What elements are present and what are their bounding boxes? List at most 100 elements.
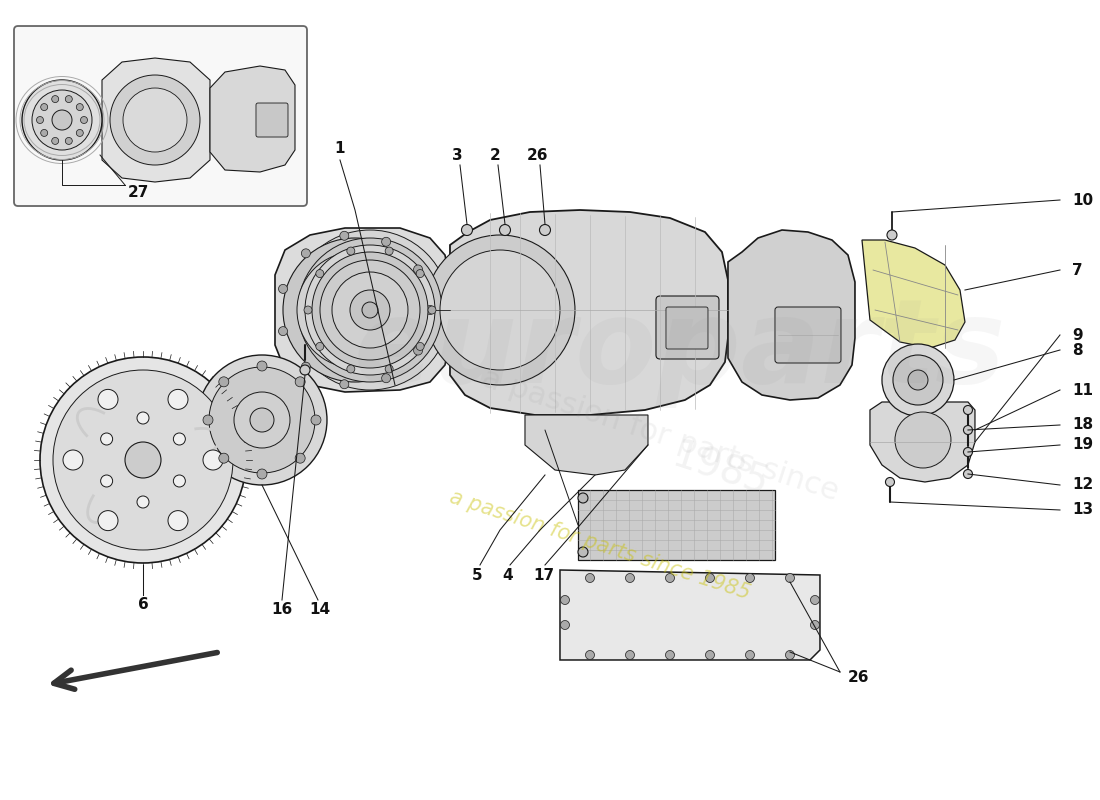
Circle shape	[41, 130, 47, 137]
Circle shape	[290, 230, 450, 390]
Circle shape	[746, 650, 755, 659]
Circle shape	[305, 245, 434, 375]
Text: 16: 16	[272, 602, 293, 618]
Circle shape	[964, 447, 972, 457]
Circle shape	[964, 426, 972, 434]
Text: 27: 27	[128, 185, 148, 199]
Polygon shape	[728, 230, 855, 400]
Circle shape	[123, 88, 187, 152]
Text: 7: 7	[1072, 262, 1082, 278]
Circle shape	[385, 247, 393, 255]
FancyBboxPatch shape	[256, 103, 288, 137]
Circle shape	[785, 574, 794, 582]
Text: 3: 3	[452, 147, 462, 162]
Circle shape	[52, 95, 58, 102]
Circle shape	[362, 302, 378, 318]
Circle shape	[100, 475, 112, 487]
Circle shape	[204, 415, 213, 425]
Text: a passion for parts since: a passion for parts since	[477, 363, 843, 506]
Circle shape	[283, 238, 427, 382]
Circle shape	[312, 252, 428, 368]
Circle shape	[539, 225, 550, 235]
Circle shape	[895, 412, 952, 468]
Polygon shape	[862, 240, 965, 348]
Circle shape	[110, 75, 200, 165]
FancyBboxPatch shape	[656, 296, 719, 359]
Circle shape	[316, 342, 323, 350]
Circle shape	[666, 574, 674, 582]
Circle shape	[174, 433, 186, 445]
FancyBboxPatch shape	[14, 26, 307, 206]
Circle shape	[425, 235, 575, 385]
Circle shape	[138, 412, 148, 424]
Circle shape	[32, 90, 92, 150]
Circle shape	[278, 326, 287, 336]
Circle shape	[626, 574, 635, 582]
Circle shape	[426, 306, 434, 314]
Circle shape	[626, 650, 635, 659]
Polygon shape	[890, 405, 946, 440]
Polygon shape	[275, 228, 450, 392]
Circle shape	[219, 453, 229, 463]
Circle shape	[278, 284, 287, 294]
Polygon shape	[578, 490, 776, 560]
Circle shape	[197, 355, 327, 485]
Text: 6: 6	[138, 598, 148, 613]
Text: europarts: europarts	[354, 293, 1006, 407]
Circle shape	[295, 377, 305, 387]
Circle shape	[257, 361, 267, 371]
Polygon shape	[525, 415, 648, 475]
Circle shape	[295, 453, 305, 463]
Polygon shape	[870, 402, 975, 482]
Circle shape	[257, 469, 267, 479]
Circle shape	[882, 344, 954, 416]
Circle shape	[219, 377, 229, 387]
Circle shape	[209, 367, 315, 473]
Circle shape	[578, 547, 588, 557]
Circle shape	[22, 80, 102, 160]
Circle shape	[585, 650, 594, 659]
Circle shape	[705, 650, 715, 659]
Circle shape	[811, 595, 819, 605]
Text: 1: 1	[334, 141, 345, 155]
Circle shape	[304, 306, 312, 314]
Circle shape	[40, 357, 246, 563]
Circle shape	[964, 406, 972, 414]
Text: 13: 13	[1072, 502, 1093, 518]
Circle shape	[98, 510, 118, 530]
Circle shape	[382, 374, 390, 382]
Circle shape	[346, 247, 355, 255]
Circle shape	[168, 510, 188, 530]
Polygon shape	[560, 570, 820, 660]
Circle shape	[301, 362, 310, 371]
Circle shape	[350, 290, 390, 330]
Circle shape	[36, 117, 44, 123]
Circle shape	[100, 433, 112, 445]
Text: 18: 18	[1072, 418, 1093, 433]
Circle shape	[666, 650, 674, 659]
Text: 14: 14	[309, 602, 331, 618]
Text: 19: 19	[1072, 438, 1093, 453]
Circle shape	[785, 650, 794, 659]
Circle shape	[65, 138, 73, 145]
Polygon shape	[450, 210, 728, 415]
Circle shape	[125, 442, 161, 478]
FancyBboxPatch shape	[776, 307, 842, 363]
Circle shape	[300, 365, 310, 375]
Text: 26: 26	[848, 670, 869, 686]
Circle shape	[80, 117, 88, 123]
Circle shape	[52, 138, 58, 145]
Circle shape	[298, 238, 442, 382]
Text: a passion for parts since 1985: a passion for parts since 1985	[447, 487, 752, 603]
Circle shape	[893, 355, 943, 405]
Circle shape	[462, 225, 473, 235]
Circle shape	[320, 260, 420, 360]
Circle shape	[440, 250, 560, 370]
Text: 2: 2	[490, 147, 500, 162]
Circle shape	[887, 230, 896, 240]
Circle shape	[138, 496, 148, 508]
Text: 10: 10	[1072, 193, 1093, 207]
Text: 1985: 1985	[667, 437, 773, 503]
Circle shape	[585, 574, 594, 582]
Circle shape	[385, 365, 393, 373]
